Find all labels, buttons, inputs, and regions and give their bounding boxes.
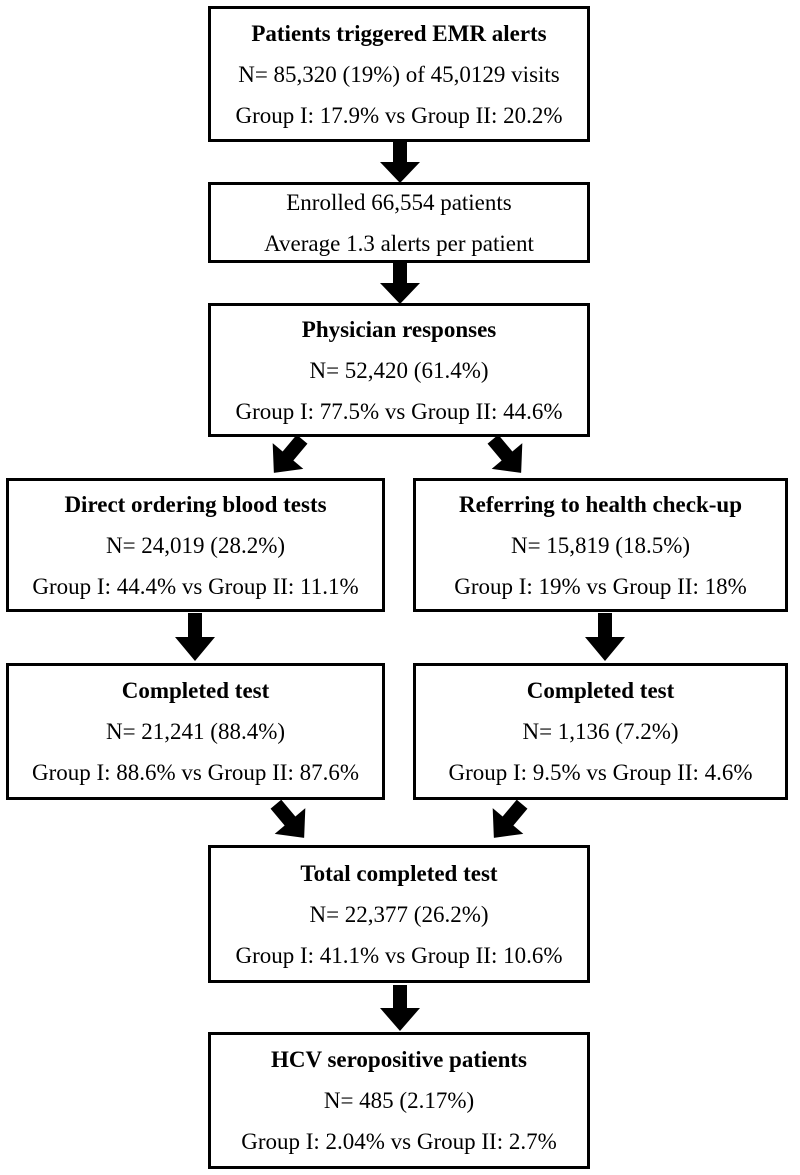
box-group-comparison: Group I: 88.6% vs Group II: 87.6% (31, 760, 360, 785)
arrow-down-icon (380, 141, 420, 183)
box-direct-ordering-blood-tests: Direct ordering blood tests N= 24,019 (2… (6, 478, 385, 612)
arrow-shape (380, 262, 420, 304)
box-group-comparison: Group I: 19% vs Group II: 18% (454, 573, 747, 599)
arrow-down-icon (175, 613, 215, 661)
box-title: Completed test (121, 678, 270, 703)
arrow-down-icon (380, 262, 420, 304)
arrow-shape (492, 799, 528, 838)
arrow-shape (487, 434, 523, 473)
box-enrolled-patients: Enrolled 66,554 patients Average 1.3 ale… (208, 182, 590, 263)
box-completed-test-direct: Completed test N= 21,241 (88.4%) Group I… (6, 663, 385, 800)
arrow-shape (585, 613, 625, 661)
box-group-comparison: Group I: 77.5% vs Group II: 44.6% (235, 398, 563, 424)
arrow-shape (272, 434, 308, 473)
box-n-value: N= 485 (2.17%) (323, 1088, 475, 1113)
box-line: Average 1.3 alerts per patient (264, 230, 534, 256)
box-title: Direct ordering blood tests (64, 491, 327, 517)
box-group-comparison: Group I: 9.5% vs Group II: 4.6% (448, 760, 753, 785)
arrow-down-right-icon (270, 799, 306, 838)
arrow-shape (175, 613, 215, 661)
box-group-comparison: Group I: 41.1% vs Group II: 10.6% (235, 942, 563, 968)
arrow-down-icon (585, 613, 625, 661)
box-group-comparison: Group I: 17.9% vs Group II: 20.2% (235, 102, 563, 128)
box-n-value: N= 52,420 (61.4%) (309, 357, 489, 383)
arrow-down-right-icon (487, 434, 523, 473)
arrow-shape (380, 985, 420, 1031)
arrow-down-left-icon (492, 799, 528, 838)
box-title: Referring to health check-up (459, 491, 742, 517)
box-title: Patients triggered EMR alerts (251, 20, 547, 46)
box-n-value: N= 22,377 (26.2%) (309, 901, 489, 927)
box-title: Completed test (526, 678, 675, 703)
box-physician-responses: Physician responses N= 52,420 (61.4%) Gr… (208, 303, 590, 437)
box-n-value: N= 24,019 (28.2%) (105, 532, 286, 558)
box-completed-test-referral: Completed test N= 1,136 (7.2%) Group I: … (413, 663, 788, 800)
box-n-value: N= 1,136 (7.2%) (522, 719, 679, 744)
arrow-shape (270, 799, 306, 838)
arrow-down-icon (380, 985, 420, 1031)
box-group-comparison: Group I: 44.4% vs Group II: 11.1% (32, 573, 359, 599)
arrow-shape (380, 141, 420, 183)
box-group-comparison: Group I: 2.04% vs Group II: 2.7% (241, 1129, 557, 1154)
box-line: Enrolled 66,554 patients (286, 189, 512, 215)
box-n-value: N= 15,819 (18.5%) (510, 532, 691, 558)
box-title: Total completed test (300, 860, 498, 886)
box-n-value: N= 85,320 (19%) of 45,0129 visits (238, 61, 560, 87)
box-title: Physician responses (301, 316, 497, 342)
box-referring-to-health-check-up: Referring to health check-up N= 15,819 (… (413, 478, 788, 612)
box-total-completed-test: Total completed test N= 22,377 (26.2%) G… (208, 845, 590, 983)
box-hcv-seropositive-patients: HCV seropositive patients N= 485 (2.17%)… (208, 1032, 590, 1169)
arrow-down-left-icon (272, 434, 308, 473)
box-title: HCV seropositive patients (271, 1047, 527, 1072)
box-patients-triggered-emr-alerts: Patients triggered EMR alerts N= 85,320 … (208, 6, 590, 142)
box-n-value: N= 21,241 (88.4%) (105, 719, 286, 744)
